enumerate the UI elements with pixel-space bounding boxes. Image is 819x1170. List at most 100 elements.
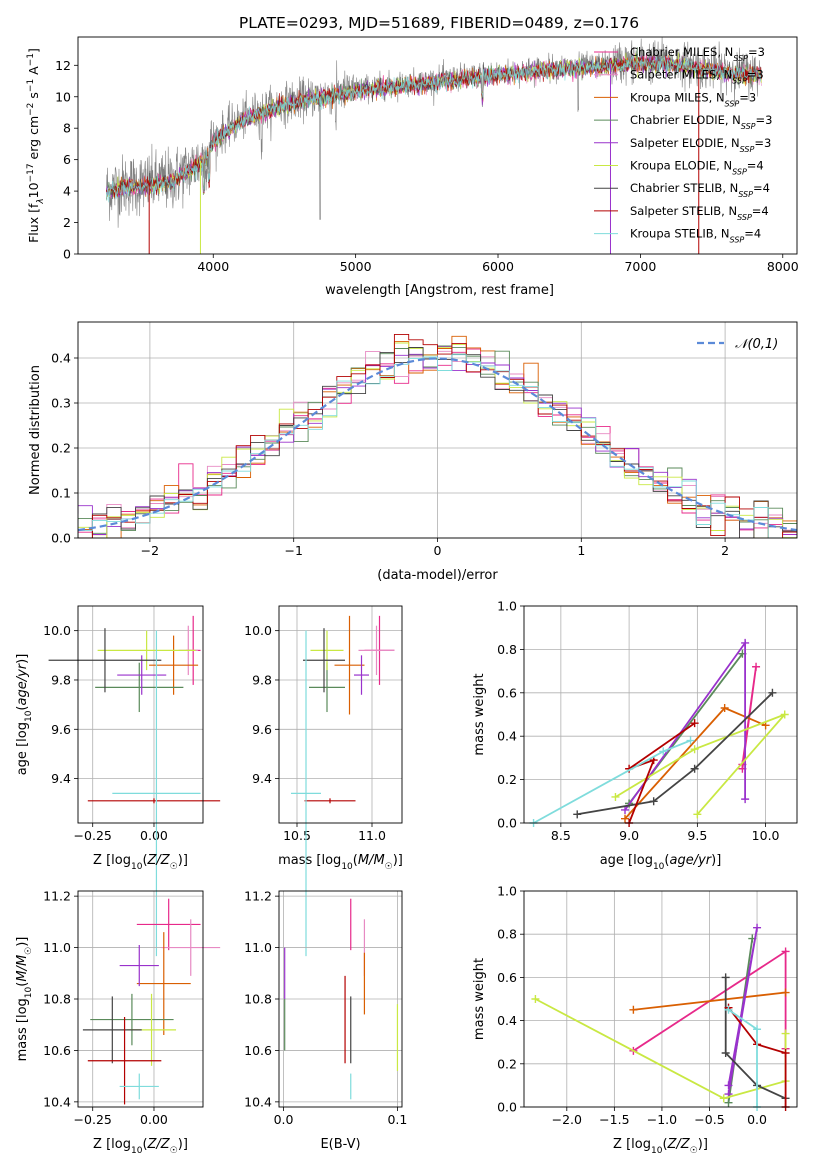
- x-tick-label: 8000: [767, 259, 799, 274]
- weight-point-7-1: [753, 1025, 762, 1034]
- axes-frame: [278, 890, 403, 1108]
- weight-point-6-3: [690, 719, 699, 728]
- x-axis-label: Z [log10(Z/Z☉)]: [93, 1137, 188, 1156]
- weight-point-4-0: [531, 995, 540, 1003]
- model-spectrum-7: [106, 55, 762, 198]
- weight-point-5-0: [721, 973, 730, 982]
- x-axis-label: Z [log10(Z/Z☉)]: [93, 853, 188, 872]
- x-axis-label: mass [log10(M/M☉)]: [278, 853, 403, 872]
- y-tick-label: 0.6: [497, 685, 517, 700]
- y-axis-label: mass weight: [472, 673, 487, 755]
- x-tick-label: 0.00: [140, 828, 168, 843]
- y-tick-label: 0: [63, 247, 71, 262]
- y-tick-label: 11.0: [43, 940, 71, 955]
- weight-vs-age-panel: 8.5 9.0 9.5 10.0 0.0 0.2 0.4 0.6 0.8 1.0 age [log1…: [472, 599, 798, 872]
- y-tick-label: 0.4: [497, 729, 517, 744]
- x-axis-label: (data-model)/error: [377, 568, 498, 583]
- x-tick-label: 1: [577, 543, 585, 558]
- weight-line-4: [615, 713, 786, 815]
- y-tick-label: 9.6: [252, 722, 272, 737]
- x-tick-label: 0.1: [387, 1112, 407, 1127]
- x-tick-label: 5000: [340, 259, 372, 274]
- legend-label-1: Salpeter MILES, NSSP=3: [630, 68, 764, 86]
- y-tick-label: 4: [63, 184, 71, 199]
- y-tick-label: 0.0: [497, 816, 517, 831]
- axes-frame: [278, 605, 403, 824]
- y-tick-label: 8: [63, 121, 71, 136]
- weight-line-3: [727, 927, 758, 1095]
- x-tick-label: 4000: [197, 259, 229, 274]
- x-tick-label: −1.5: [599, 1112, 629, 1127]
- x-tick-label: 8.5: [551, 828, 571, 843]
- weight-point-5-2: [690, 764, 699, 773]
- y-axis-label: Flux [fλ10−17 erg cm−2 s−1 A−1]: [26, 48, 46, 243]
- y-tick-label: 1.0: [497, 884, 517, 899]
- y-tick-label: 10: [55, 89, 71, 104]
- x-axis-label: wavelength [Angstrom, rest frame]: [325, 283, 554, 298]
- x-axis-label: age [log10(age/yr)]: [600, 853, 722, 872]
- axes-frame: [523, 605, 798, 824]
- y-axis-label: mass [log10(M/M☉)]: [15, 937, 34, 1062]
- mass-vs-ebv-panel: 0.0 0.1 10.4 10.6 10.8 11.0 11.2 E(B-V): [244, 889, 407, 1152]
- x-tick-label: 10.0: [752, 828, 780, 843]
- histogram-8: [78, 354, 797, 538]
- x-tick-label: 7000: [624, 259, 656, 274]
- mass-vs-Z-panel: −0.25 0.00 10.4 10.6 10.8 11.0 11.2 Z [log10(Z/…: [15, 889, 221, 1156]
- weight-point-1-0: [629, 1005, 638, 1014]
- weight-point-4-0: [611, 792, 620, 801]
- y-tick-label: 0.6: [497, 970, 517, 985]
- y-tick-label: 0.4: [497, 1013, 517, 1028]
- x-tick-label: 9.5: [687, 828, 707, 843]
- y-axis-label: age [log10(age/yr)]: [15, 654, 34, 776]
- x-axis-label: E(B-V): [320, 1137, 360, 1152]
- weight-point-4-2: [780, 710, 789, 719]
- weight-line-5: [724, 977, 786, 1100]
- model-spectrum-8: [106, 55, 762, 203]
- legend-label-3: Chabrier ELODIE, NSSP=3: [630, 113, 772, 131]
- figure-title: PLATE=0293, MJD=51689, FIBERID=0489, z=0…: [239, 14, 639, 32]
- y-tick-label: 10.4: [244, 1094, 272, 1109]
- weight-vs-Z-panel: −2.0 −1.5 −1.0 −0.5 0.0 0.0 0.2 0.4 0.6 0.8 1.0 Z […: [472, 884, 798, 1156]
- x-tick-label: −1.0: [647, 1112, 677, 1127]
- x-tick-label: −0.25: [74, 1112, 112, 1127]
- x-tick-label: −2.0: [552, 1112, 582, 1127]
- y-tick-label: 11.0: [244, 940, 272, 955]
- x-tick-label: −2: [141, 543, 159, 558]
- axes-frame: [77, 321, 798, 539]
- y-tick-label: 9.8: [51, 672, 71, 687]
- y-tick-label: 0.3: [51, 396, 71, 411]
- y-tick-label: 1.0: [497, 599, 517, 614]
- y-tick-label: 0.8: [497, 642, 517, 657]
- x-tick-label: 10.5: [283, 828, 311, 843]
- weight-point-0-1: [781, 947, 790, 956]
- weight-line-6: [727, 1007, 787, 1107]
- y-tick-label: 11.2: [244, 889, 272, 904]
- weight-point-5-1: [721, 1049, 730, 1057]
- weight-point-1-1: [781, 988, 790, 997]
- x-tick-label: −1: [284, 543, 302, 558]
- weight-point-4-3: [693, 810, 702, 819]
- legend-label-5: Kroupa ELODIE, NSSP=4: [630, 159, 764, 177]
- x-tick-label: 0.0: [747, 1112, 767, 1127]
- y-tick-label: 9.4: [252, 771, 272, 786]
- x-tick-label: 9.0: [619, 828, 639, 843]
- axes-frame: [77, 36, 798, 255]
- weight-point-2-0: [724, 1098, 733, 1107]
- y-tick-label: 0.1: [51, 486, 71, 501]
- weight-point-3-0: [724, 1081, 733, 1090]
- histograms: [78, 333, 797, 538]
- spectrum-lines: [106, 37, 762, 254]
- weight-line-4: [534, 998, 787, 1100]
- weight-point-3-0: [621, 805, 630, 814]
- axes-frame: [77, 890, 204, 1108]
- weight-point-7-1: [659, 747, 668, 756]
- x-tick-label: 0: [434, 543, 442, 558]
- y-tick-label: 6: [63, 152, 71, 167]
- weight-point-3-1: [741, 638, 750, 647]
- y-tick-label: 2: [63, 215, 71, 230]
- weight-point-3-2: [741, 795, 750, 804]
- weight-line-5: [577, 692, 774, 816]
- legend-label-0: Chabrier MILES, NSSP=3: [630, 45, 765, 63]
- y-tick-label: 0.0: [51, 531, 71, 546]
